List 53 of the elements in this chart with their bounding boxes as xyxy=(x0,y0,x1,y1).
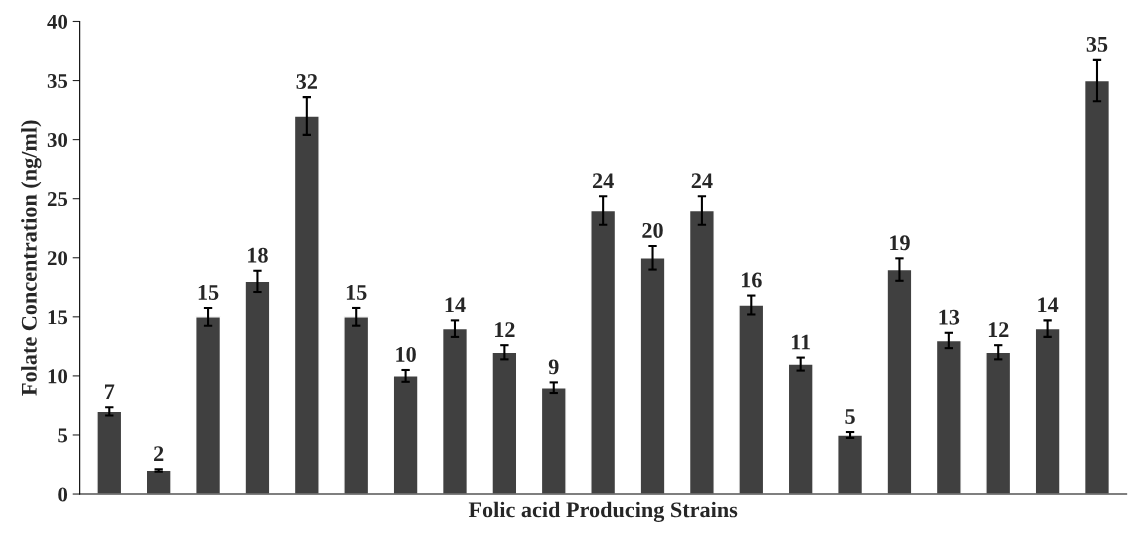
bar xyxy=(441,327,469,495)
data-label: 7 xyxy=(105,384,115,399)
data-label: 9 xyxy=(548,359,559,375)
data-label: 24 xyxy=(691,173,713,189)
y-tick-label: 5 xyxy=(58,428,68,443)
data-label: 19 xyxy=(890,235,910,251)
data-label: 32 xyxy=(296,74,317,90)
y-tick-label: 0 xyxy=(58,487,68,502)
y-tick-label: 40 xyxy=(47,14,68,29)
data-label: 12 xyxy=(988,322,1009,337)
data-label: 13 xyxy=(939,309,960,325)
data-label: 16 xyxy=(741,272,762,288)
data-label: 15 xyxy=(198,285,219,300)
bar xyxy=(590,209,617,495)
data-label: 14 xyxy=(445,297,466,313)
bar xyxy=(1083,79,1111,495)
y-tick-label: 30 xyxy=(47,132,68,148)
bar xyxy=(837,434,864,495)
bar xyxy=(343,316,370,495)
data-label: 18 xyxy=(248,247,268,263)
x-axis-title: Folic acid Producing Strains xyxy=(468,501,738,523)
y-tick-label: 25 xyxy=(47,192,68,207)
y-axis-title: Folate Concentration (ng/ml) xyxy=(21,120,42,396)
bar xyxy=(96,410,123,495)
data-label: 11 xyxy=(791,334,811,350)
bar xyxy=(293,115,320,495)
data-label: 14 xyxy=(1038,297,1059,313)
data-label: 15 xyxy=(346,285,367,300)
bar xyxy=(639,257,666,495)
bar xyxy=(145,469,172,495)
bar xyxy=(392,375,419,495)
bar xyxy=(688,209,715,495)
data-label: 5 xyxy=(845,409,855,424)
y-tick-label: 35 xyxy=(47,73,68,88)
bar xyxy=(1034,327,1061,495)
bar xyxy=(787,363,814,495)
data-label: 24 xyxy=(592,173,614,189)
bar xyxy=(491,351,518,495)
data-label: 35 xyxy=(1086,36,1108,52)
y-tick-label: 20 xyxy=(47,251,68,266)
y-tick-label: 15 xyxy=(48,310,68,325)
bar xyxy=(540,387,567,495)
data-label: 2 xyxy=(154,446,164,461)
bar xyxy=(886,268,913,495)
y-tick-label: 10 xyxy=(48,369,68,384)
bar xyxy=(195,316,222,495)
bar xyxy=(935,339,962,495)
data-label: 10 xyxy=(396,346,416,362)
data-label: 12 xyxy=(495,322,515,337)
data-label: 20 xyxy=(642,222,663,238)
bar xyxy=(244,280,271,495)
bar xyxy=(985,351,1012,495)
bar xyxy=(738,304,765,495)
